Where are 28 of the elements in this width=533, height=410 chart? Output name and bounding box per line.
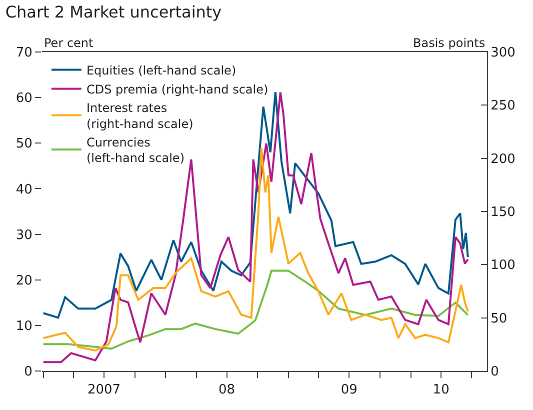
x-tick-label: 10 — [432, 382, 450, 398]
y2-tick-label: 300 — [490, 46, 516, 61]
y2-tick-label: 0 — [490, 364, 499, 380]
y2-tick-label: 50 — [490, 311, 508, 326]
x-tick-label: 09 — [340, 382, 358, 398]
y-tick-label: 60 — [16, 91, 32, 106]
y2-tick-label: 100 — [490, 258, 516, 274]
y2-tick-label: 150 — [490, 205, 516, 220]
line-series — [42, 270, 469, 350]
legend-label: Equities (left-hand scale) — [86, 63, 236, 78]
y-tick-label: 50 — [16, 136, 32, 152]
x-tick-label: 2007 — [87, 382, 121, 398]
y-axis-title: Per cent — [44, 36, 94, 50]
y-tick-label: 40 — [16, 182, 32, 198]
chart-title: Chart 2 Market uncertainty — [5, 2, 222, 22]
line-series — [42, 146, 469, 352]
y-tick-label: 30 — [16, 228, 32, 243]
y2-axis-title: Basis points — [413, 36, 486, 50]
legend-label: CDS premia (right-hand scale) — [86, 82, 268, 96]
y-tick-label: 70 — [16, 46, 32, 61]
y-tick-label: 0 — [24, 364, 32, 380]
legend-label: Currencies (left-hand scale) — [86, 135, 184, 165]
legend-label: Interest rates (right-hand scale) — [86, 101, 194, 131]
x-tick-label: 08 — [218, 382, 236, 398]
y2-tick-label: 250 — [490, 98, 516, 114]
y2-tick-label: 200 — [490, 152, 516, 167]
y-tick-label: 10 — [16, 318, 32, 334]
y-tick-label: 20 — [16, 273, 32, 288]
